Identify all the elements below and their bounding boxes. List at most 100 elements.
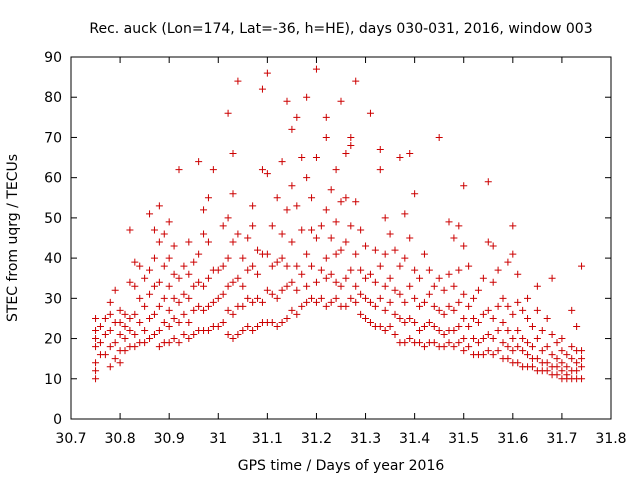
data-point-plus <box>396 290 404 298</box>
y-tick-label: 50 <box>44 211 62 227</box>
data-point-plus <box>563 351 571 359</box>
data-point-plus <box>440 331 448 339</box>
data-point-plus <box>224 282 232 290</box>
data-point-plus <box>509 310 517 318</box>
x-tick-label: 31 <box>209 431 227 447</box>
data-point-plus <box>239 327 247 335</box>
data-point-plus <box>101 351 109 359</box>
data-point-plus <box>234 331 242 339</box>
data-point-plus <box>332 250 340 258</box>
data-point-plus <box>229 190 237 198</box>
data-point-plus <box>224 254 232 262</box>
data-point-plus <box>489 335 497 343</box>
data-point-plus <box>298 226 306 234</box>
data-point-plus <box>150 226 158 234</box>
data-point-plus <box>445 218 453 226</box>
data-point-plus <box>327 234 335 242</box>
data-point-plus <box>317 294 325 302</box>
data-point-plus <box>460 335 468 343</box>
data-point-plus <box>308 294 316 302</box>
data-point-plus <box>165 282 173 290</box>
data-point-plus <box>455 222 463 230</box>
data-point-plus <box>303 93 311 101</box>
data-point-plus <box>352 282 360 290</box>
data-point-plus <box>524 351 532 359</box>
data-point-plus <box>288 238 296 246</box>
data-point-plus <box>249 298 257 306</box>
data-point-plus <box>244 294 252 302</box>
data-point-plus <box>214 266 222 274</box>
data-point-plus <box>136 262 144 270</box>
y-tick-label: 90 <box>44 50 62 66</box>
y-tick-label: 40 <box>44 251 62 267</box>
data-point-plus <box>322 133 330 141</box>
data-point-plus <box>150 254 158 262</box>
data-point-plus <box>92 335 100 343</box>
data-point-plus <box>195 302 203 310</box>
data-point-plus <box>263 286 271 294</box>
data-point-plus <box>538 347 546 355</box>
data-point-plus <box>204 327 212 335</box>
data-point-plus <box>312 278 320 286</box>
data-point-plus <box>342 238 350 246</box>
data-point-plus <box>342 194 350 202</box>
data-point-plus <box>116 306 124 314</box>
data-point-plus <box>312 298 320 306</box>
data-point-plus <box>254 270 262 278</box>
data-point-plus <box>519 335 527 343</box>
data-point-plus <box>460 182 468 190</box>
data-point-plus <box>450 306 458 314</box>
data-point-plus <box>155 238 163 246</box>
data-point-plus <box>376 166 384 174</box>
data-point-plus <box>180 290 188 298</box>
data-point-plus <box>465 322 473 330</box>
data-point-plus <box>489 242 497 250</box>
data-point-plus <box>229 238 237 246</box>
x-tick-label: 31.6 <box>497 431 528 447</box>
data-point-plus <box>504 302 512 310</box>
data-point-plus <box>337 282 345 290</box>
data-point-plus <box>322 206 330 214</box>
data-point-plus <box>371 278 379 286</box>
data-point-plus <box>533 355 541 363</box>
data-point-plus <box>121 347 129 355</box>
data-point-plus <box>440 310 448 318</box>
x-tick-label: 31.8 <box>595 431 626 447</box>
data-point-plus <box>573 359 581 367</box>
data-point-plus <box>376 294 384 302</box>
data-point-plus <box>366 318 374 326</box>
data-point-plus <box>116 359 124 367</box>
data-point-plus <box>92 327 100 335</box>
data-point-plus <box>450 282 458 290</box>
data-point-plus <box>214 322 222 330</box>
data-point-plus <box>239 254 247 262</box>
data-point-plus <box>396 314 404 322</box>
data-point-plus <box>229 310 237 318</box>
data-point-plus <box>411 318 419 326</box>
data-point-plus <box>357 266 365 274</box>
data-point-plus <box>278 254 286 262</box>
data-point-plus <box>209 166 217 174</box>
data-point-plus <box>578 347 586 355</box>
data-point-plus <box>465 262 473 270</box>
data-point-plus <box>509 335 517 343</box>
data-point-plus <box>106 327 114 335</box>
data-point-plus <box>514 270 522 278</box>
data-point-plus <box>391 246 399 254</box>
data-point-plus <box>170 335 178 343</box>
data-point-plus <box>514 359 522 367</box>
data-point-plus <box>362 274 370 282</box>
data-point-plus <box>509 222 517 230</box>
data-point-plus <box>420 343 428 351</box>
data-point-plus <box>376 262 384 270</box>
data-point-plus <box>244 266 252 274</box>
data-point-plus <box>160 230 168 238</box>
data-point-plus <box>479 274 487 282</box>
chart-title: Rec. auck (Lon=174, Lat=-36, h=HE), days… <box>89 21 592 37</box>
data-point-plus <box>411 294 419 302</box>
data-point-plus <box>298 302 306 310</box>
data-point-plus <box>558 335 566 343</box>
data-point-plus <box>322 302 330 310</box>
data-point-plus <box>479 351 487 359</box>
